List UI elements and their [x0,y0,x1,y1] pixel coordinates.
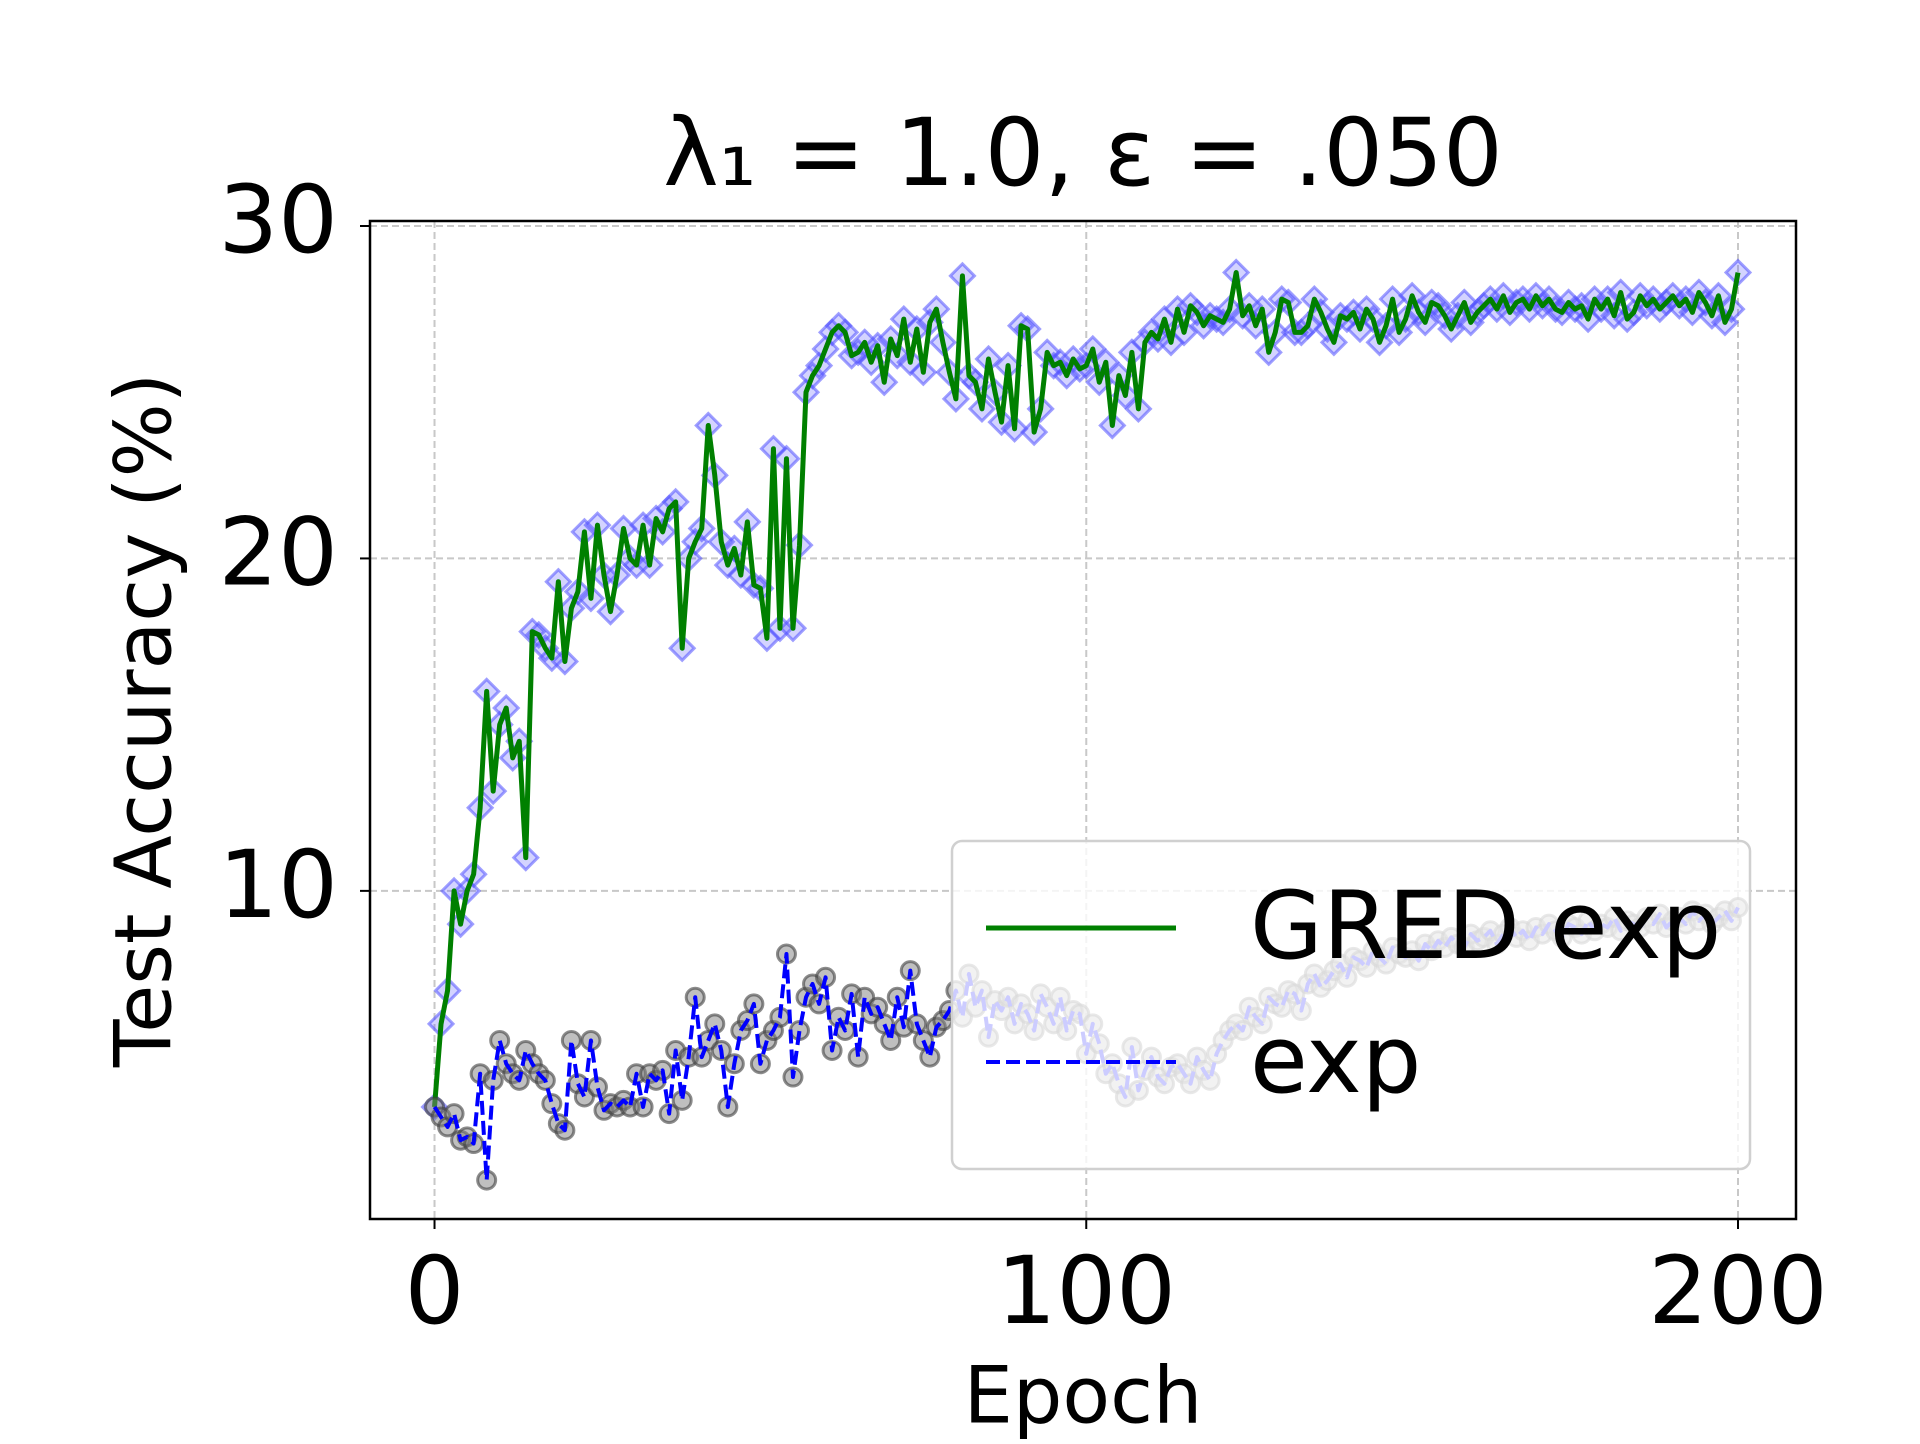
x-axis-label: Epoch [964,1351,1203,1440]
plot-frame [368,219,1798,1221]
y-tick-label: 10 [218,831,338,940]
x-tick-label: 0 [405,1237,465,1346]
legend-label: GRED exp [1250,872,1721,981]
legend-label: exp [1250,1006,1421,1115]
legend-box [950,839,1752,1171]
y-axis-label: Test Accuracy (%) [99,373,189,1068]
marker [704,1013,726,1035]
x-tick-label: 100 [997,1237,1176,1346]
marker [443,1103,465,1125]
y-tick-label: 20 [218,498,338,607]
series-line [432,270,1741,1108]
x-tick-label: 200 [1648,1237,1827,1346]
legend: GRED exp exp [950,839,1752,1171]
marker [541,1093,563,1115]
y-tick-label: 30 [218,166,338,275]
chart-title: λ₁ = 1.0, ε = .050 [663,99,1503,208]
